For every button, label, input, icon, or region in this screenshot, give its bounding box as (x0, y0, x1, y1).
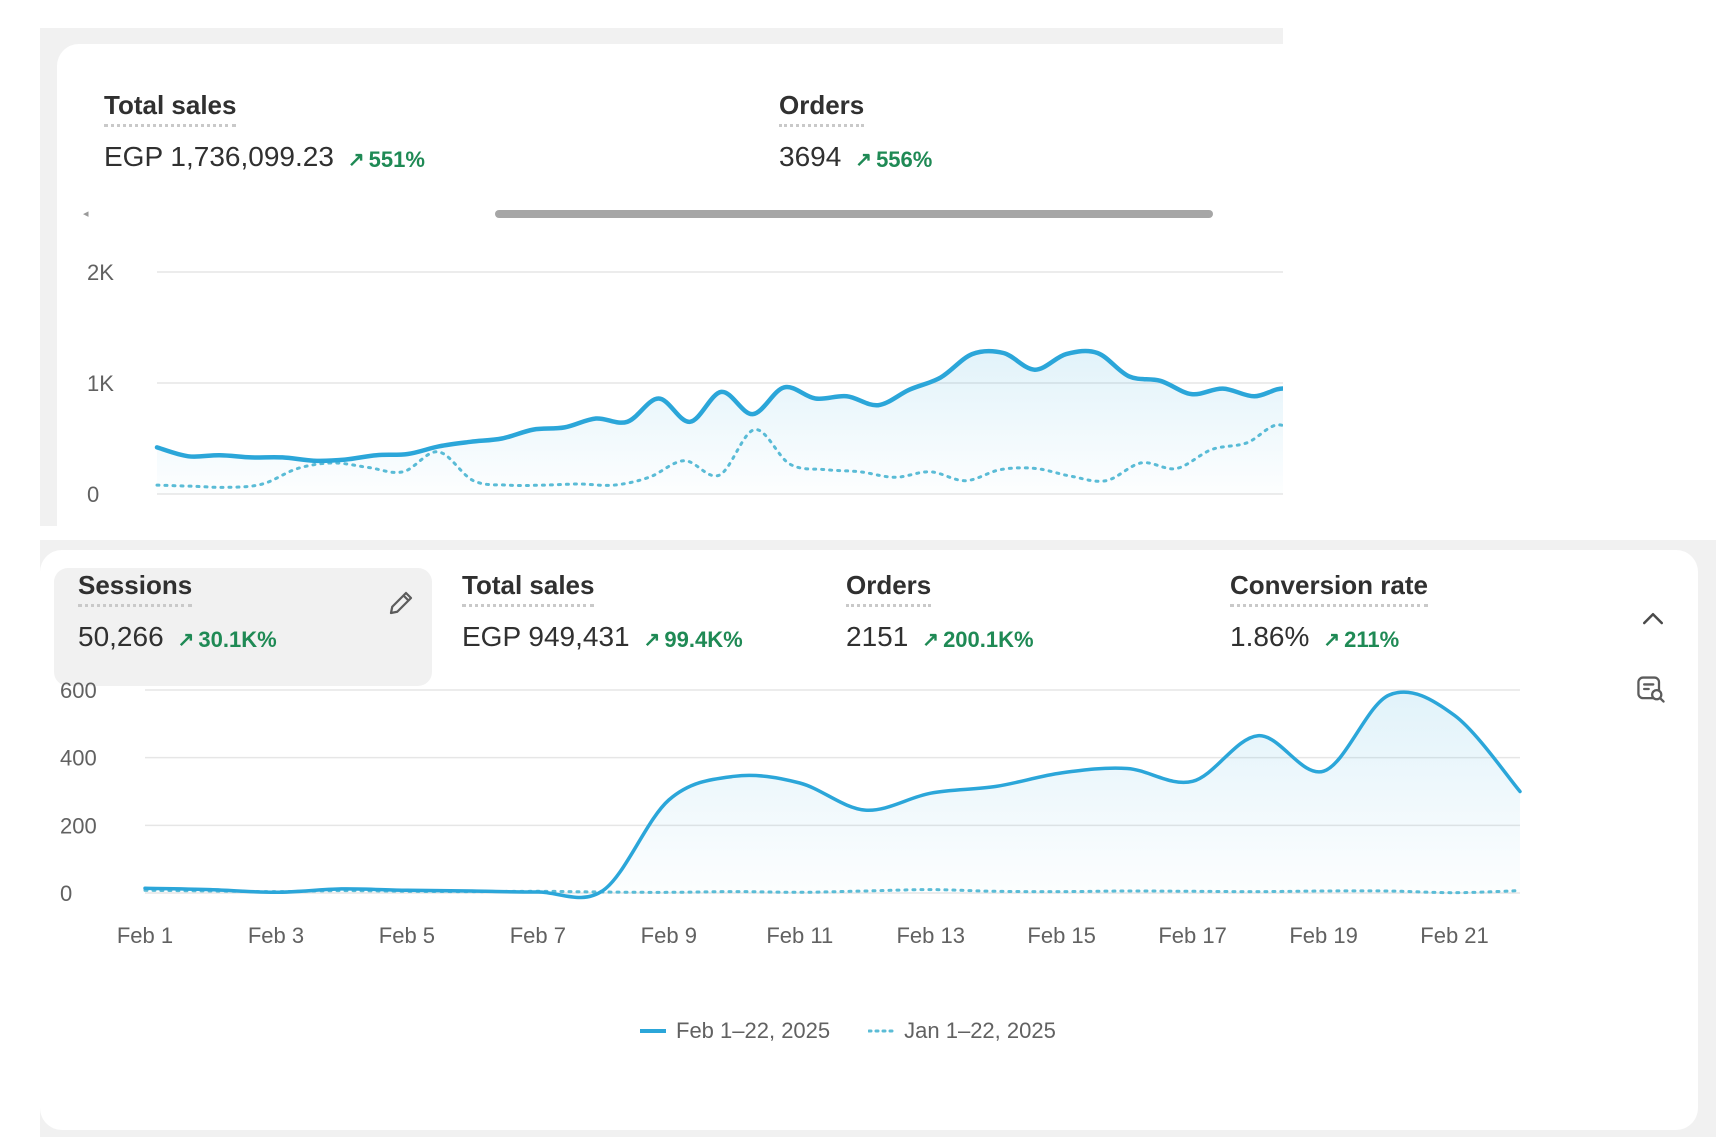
metric-change: ↗ 30.1K% (178, 627, 277, 653)
arrow-up-right-icon: ↗ (177, 629, 195, 651)
metric-value: 3694 (779, 141, 842, 172)
metric-change: ↗ 99.4K% (644, 627, 743, 653)
metric-sessions[interactable]: Sessions 50,266 ↗ 30.1K% (78, 570, 277, 653)
top-line-chart: 0 1K 2K (87, 260, 1283, 507)
top-panel: Total sales EGP 1,736,099.23 ↗ 551% Order… (40, 28, 1283, 526)
metric-value: 2151 (846, 621, 909, 652)
metric-change-value: 30.1K% (198, 626, 277, 652)
metric-change-value: 551% (368, 146, 425, 172)
metric-conversion-rate[interactable]: Conversion rate 1.86% ↗ 211% (1230, 570, 1428, 653)
metric-value: EGP 949,431 (462, 621, 630, 652)
metric-label: Orders (846, 570, 932, 607)
report-search-icon[interactable] (1635, 673, 1667, 705)
x-tick-label: Feb 3 (248, 923, 304, 948)
legend-label: Feb 1–22, 2025 (676, 1018, 831, 1043)
y-tick-label: 1K (87, 371, 114, 396)
metric-label: Total sales (104, 90, 237, 127)
series-area (157, 351, 1283, 494)
horizontal-scrollbar[interactable] (495, 210, 1213, 218)
arrow-up-right-icon: ↗ (922, 629, 940, 651)
metric-change-value: 200.1K% (943, 626, 1034, 652)
metric-change: ↗ 200.1K% (922, 627, 1033, 653)
legend-item-previous[interactable]: Jan 1–22, 2025 (868, 1018, 1056, 1044)
metric-orders[interactable]: Orders 2151 ↗ 200.1K% (846, 570, 1034, 653)
y-tick-label: 600 (60, 678, 97, 703)
metric-change-value: 211% (1344, 626, 1400, 652)
chart-legend: Feb 1–22, 2025 Jan 1–22, 2025 (640, 1018, 1056, 1044)
metric-orders-top[interactable]: Orders 3694 ↗ 556% (779, 90, 932, 173)
y-tick-label: 2K (87, 260, 114, 285)
legend-item-current[interactable]: Feb 1–22, 2025 (640, 1018, 830, 1044)
legend-label: Jan 1–22, 2025 (904, 1018, 1056, 1043)
metric-change: ↗ 211% (1323, 627, 1399, 653)
x-tick-label: Feb 5 (379, 923, 435, 948)
metric-label: Conversion rate (1230, 570, 1428, 607)
x-tick-label: Feb 13 (896, 923, 965, 948)
arrow-up-right-icon: ↗ (347, 149, 365, 171)
arrow-up-right-icon: ↗ (1323, 629, 1341, 651)
x-tick-label: Feb 9 (641, 923, 697, 948)
metric-label: Sessions (78, 570, 193, 607)
legend-solid-swatch (640, 1029, 666, 1033)
x-tick-label: Feb 1 (117, 923, 173, 948)
metric-change: ↗ 556% (855, 147, 932, 173)
arrow-up-right-icon: ↗ (855, 149, 873, 171)
x-tick-label: Feb 11 (766, 923, 833, 948)
y-tick-label: 400 (60, 746, 97, 771)
x-tick-label: Feb 19 (1289, 923, 1358, 948)
metric-value: EGP 1,736,099.23 (104, 141, 334, 172)
sessions-tile[interactable] (54, 568, 432, 686)
metric-label: Total sales (462, 570, 595, 607)
y-tick-label: 200 (60, 813, 97, 838)
y-tick-label: 0 (60, 881, 72, 906)
x-tick-label: Feb 7 (510, 923, 566, 948)
x-tick-label: Feb 17 (1158, 923, 1227, 948)
metric-change: ↗ 551% (348, 147, 425, 173)
chevron-up-icon[interactable] (1638, 605, 1668, 631)
metric-value: 50,266 (78, 621, 164, 652)
metric-label: Orders (779, 90, 865, 127)
metric-total-sales-top[interactable]: Total sales EGP 1,736,099.23 ↗ 551% (104, 90, 425, 173)
scroll-left-arrow-icon[interactable]: ◂ (83, 208, 89, 220)
x-tick-label: Feb 15 (1027, 923, 1096, 948)
series-line-current[interactable] (154, 348, 1283, 464)
edit-pencil-icon[interactable] (386, 588, 416, 618)
top-card: Total sales EGP 1,736,099.23 ↗ 551% Order… (57, 44, 1283, 526)
x-tick-label: Feb 21 (1420, 923, 1489, 948)
legend-dotted-swatch (868, 1029, 895, 1033)
metric-change-value: 556% (876, 146, 933, 172)
bottom-card: Sessions 50,266 ↗ 30.1K% Total sales EGP … (40, 550, 1698, 1130)
bottom-line-chart: 0 200 400 600 Feb 1 Feb 3 Feb 5 Feb 7 Feb 9 Feb 1… (60, 678, 1522, 948)
metric-change-value: 99.4K% (664, 626, 743, 652)
arrow-up-right-icon: ↗ (643, 629, 661, 651)
bottom-panel: Sessions 50,266 ↗ 30.1K% Total sales EGP … (40, 540, 1716, 1137)
series-area (145, 692, 1520, 898)
metric-value: 1.86% (1230, 621, 1310, 652)
metric-total-sales[interactable]: Total sales EGP 949,431 ↗ 99.4K% (462, 570, 743, 653)
series-line-current[interactable] (143, 690, 1522, 900)
y-tick-label: 0 (87, 482, 99, 507)
